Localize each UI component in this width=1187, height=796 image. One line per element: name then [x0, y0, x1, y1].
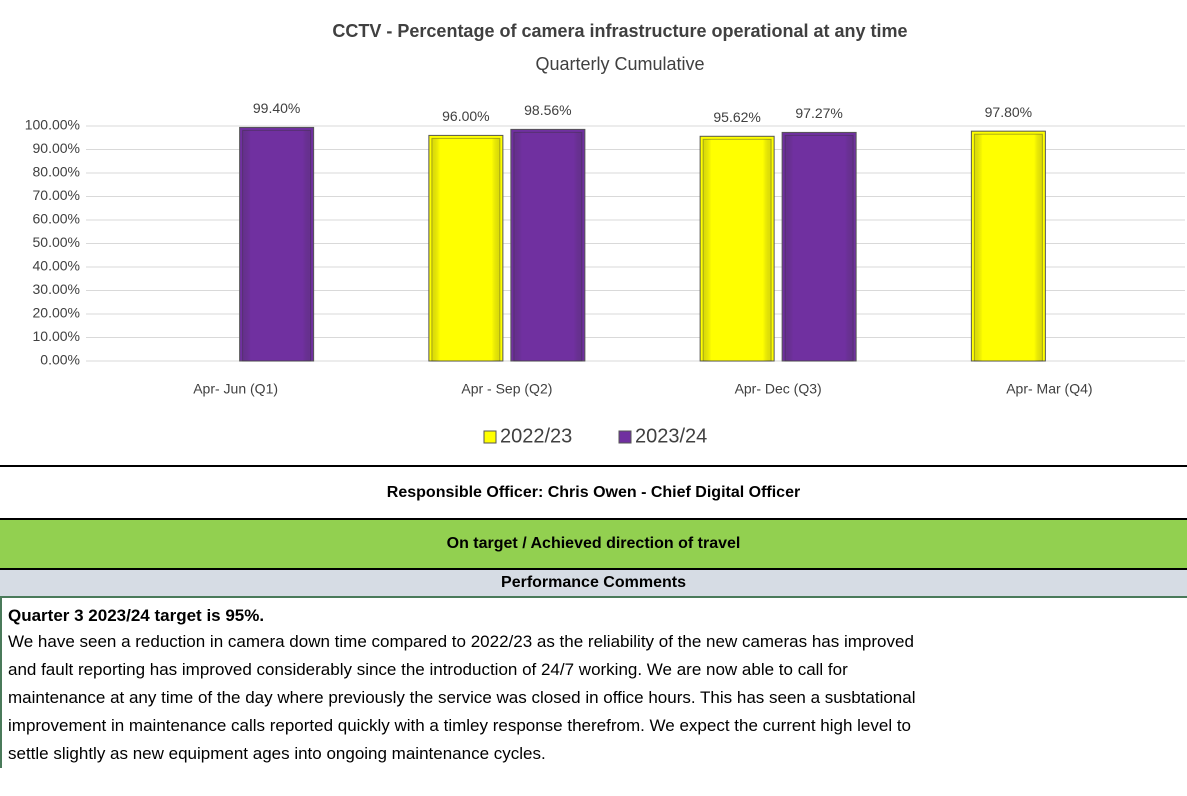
y-tick-label: 0.00%	[40, 352, 80, 368]
comments-header: Performance Comments	[0, 570, 1187, 598]
status: On target / Achieved direction of travel	[0, 520, 1187, 570]
x-tick-label: Apr - Sep (Q2)	[461, 381, 552, 397]
y-tick-label: 90.00%	[33, 140, 80, 156]
y-tick-label: 10.00%	[33, 328, 80, 344]
chart: CCTV - Percentage of camera infrastructu…	[0, 21, 1187, 467]
bar-bevel	[973, 133, 1043, 362]
bar-bevel	[513, 131, 583, 362]
responsible-officer: Responsible Officer: Chris Owen - Chief …	[0, 467, 1187, 520]
comment-line: settle slightly as new equipment ages in…	[8, 744, 546, 763]
x-tick-label: Apr- Jun (Q1)	[193, 381, 278, 397]
legend-label: 2022/23	[500, 425, 572, 447]
y-tick-label: 60.00%	[33, 211, 80, 227]
y-tick-label: 80.00%	[33, 164, 80, 180]
chart-title: CCTV - Percentage of camera infrastructu…	[332, 21, 907, 41]
value-label: 97.80%	[985, 104, 1032, 120]
comments-title: Quarter 3 2023/24 target is 95%.	[8, 606, 265, 625]
legend-swatch	[618, 430, 632, 444]
value-label: 99.40%	[253, 100, 300, 116]
y-tick-label: 20.00%	[33, 305, 80, 321]
y-tick-label: 40.00%	[33, 258, 80, 274]
bar-bevel	[431, 137, 501, 362]
y-tick-label: 50.00%	[33, 234, 80, 250]
bar-bevel	[242, 129, 312, 362]
comments: Quarter 3 2023/24 target is 95%. We have…	[0, 598, 1187, 768]
x-tick-label: Apr- Dec (Q3)	[735, 381, 822, 397]
value-label: 97.27%	[795, 105, 842, 121]
comment-line: and fault reporting has improved conside…	[8, 660, 848, 679]
x-tick-label: Apr- Mar (Q4)	[1006, 381, 1092, 397]
legend-label: 2023/24	[635, 425, 707, 447]
comment-line: maintenance at any time of the day where…	[8, 688, 916, 707]
chart-subtitle: Quarterly Cumulative	[535, 54, 704, 74]
comment-line: improvement in maintenance calls reporte…	[8, 716, 912, 735]
y-tick-label: 100.00%	[25, 117, 80, 133]
bar-bevel	[702, 138, 772, 362]
legend-swatch	[483, 430, 497, 444]
bar-bevel	[784, 134, 854, 362]
value-label: 95.62%	[713, 109, 760, 125]
y-tick-label: 70.00%	[33, 187, 80, 203]
value-label: 98.56%	[524, 102, 571, 118]
value-label: 96.00%	[442, 108, 489, 124]
comment-line: We have seen a reduction in camera down …	[8, 632, 914, 651]
y-tick-label: 30.00%	[33, 281, 80, 297]
